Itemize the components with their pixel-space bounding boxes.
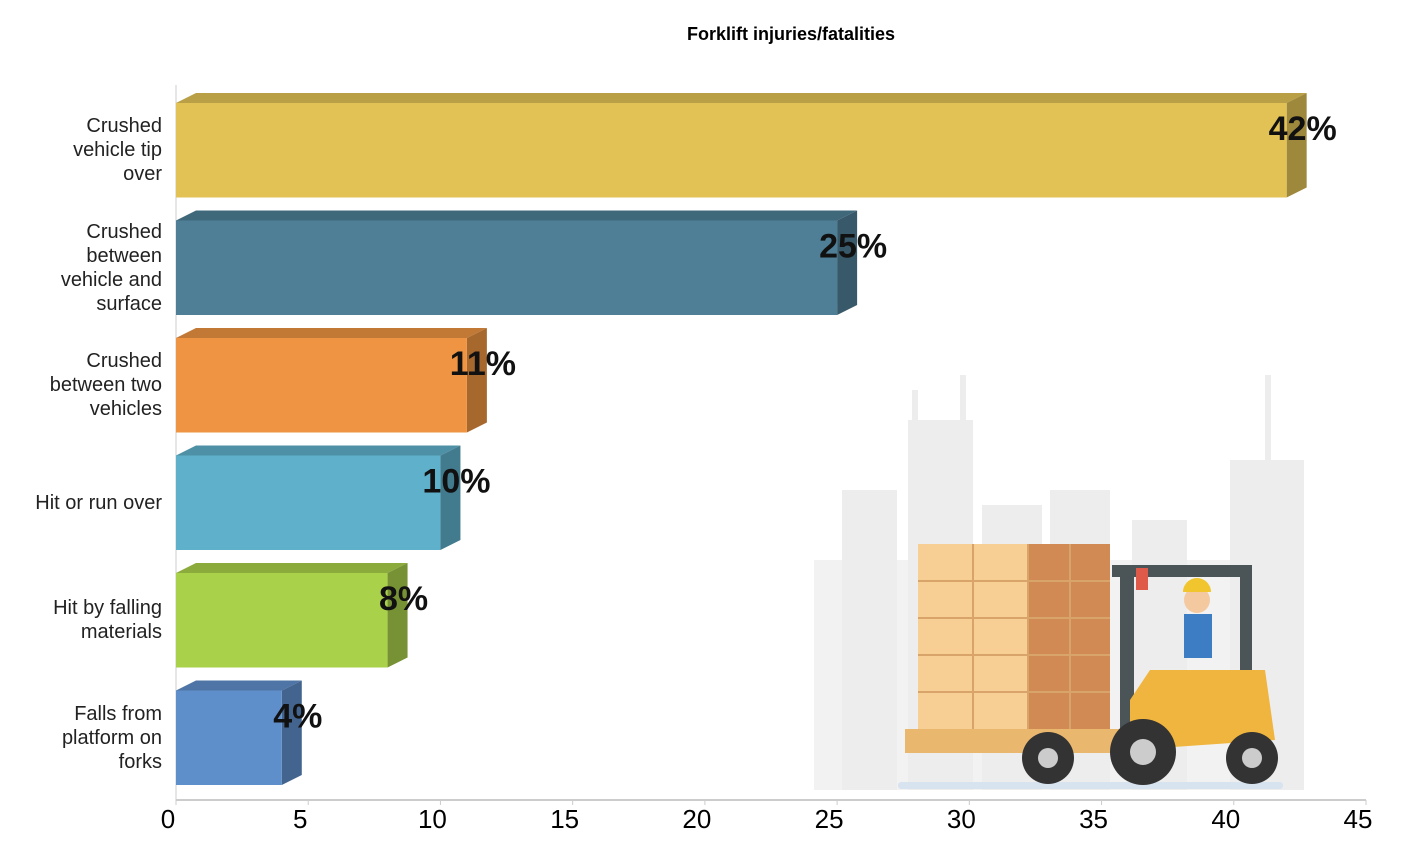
y-tick-label: Falls from platform on forks: [61, 702, 162, 773]
x-tick-label: 25: [815, 804, 844, 834]
value-label: 10%: [422, 462, 490, 500]
x-tick-label: 10: [418, 804, 447, 834]
y-tick-label: Crushed between two vehicles: [49, 350, 162, 421]
value-label: 25%: [819, 227, 887, 265]
bar: [176, 445, 461, 550]
x-tick-label: 0: [161, 804, 175, 834]
x-tick-label: 20: [682, 804, 711, 834]
chart-title: Forklift injuries/fatalities: [687, 24, 895, 44]
y-tick-label: Crushed between vehicle and surface: [60, 220, 162, 315]
y-tick-label: Hit by falling materials: [53, 597, 162, 644]
value-label: 8%: [379, 580, 428, 618]
value-label: 11%: [450, 345, 516, 383]
value-label: 42%: [1269, 110, 1337, 148]
illustration: [814, 375, 1304, 790]
x-tick-label: 35: [1079, 804, 1108, 834]
value-label: 4%: [273, 697, 322, 735]
x-tick-label: 15: [550, 804, 579, 834]
y-tick-label: Crushed vehicle tip over: [73, 115, 162, 186]
x-tick-label: 30: [947, 804, 976, 834]
bar: [176, 210, 858, 315]
x-tick-label: 40: [1211, 804, 1240, 834]
bar: [176, 328, 487, 433]
y-tick-label: Hit or run over: [35, 491, 162, 514]
x-tick-label: 45: [1344, 804, 1373, 834]
bar: [176, 680, 302, 785]
x-tick-label: 5: [293, 804, 307, 834]
bar: [176, 93, 1307, 198]
bar: [176, 563, 408, 668]
